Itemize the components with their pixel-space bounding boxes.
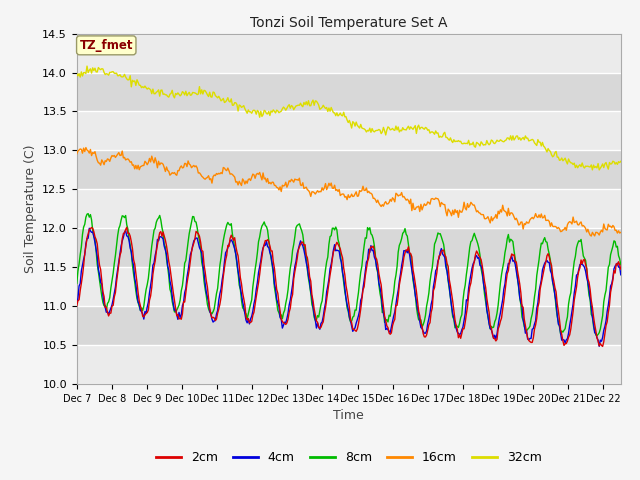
X-axis label: Time: Time <box>333 409 364 422</box>
Bar <box>77 189 621 228</box>
Bar <box>77 267 621 306</box>
Bar <box>77 34 621 72</box>
Bar <box>77 345 621 384</box>
Legend: 2cm, 4cm, 8cm, 16cm, 32cm: 2cm, 4cm, 8cm, 16cm, 32cm <box>151 446 547 469</box>
Y-axis label: Soil Temperature (C): Soil Temperature (C) <box>24 144 36 273</box>
Bar <box>77 306 621 345</box>
Bar <box>77 111 621 150</box>
Bar <box>77 150 621 189</box>
Title: Tonzi Soil Temperature Set A: Tonzi Soil Temperature Set A <box>250 16 447 30</box>
Bar <box>77 72 621 111</box>
Bar <box>77 228 621 267</box>
Text: TZ_fmet: TZ_fmet <box>79 39 133 52</box>
